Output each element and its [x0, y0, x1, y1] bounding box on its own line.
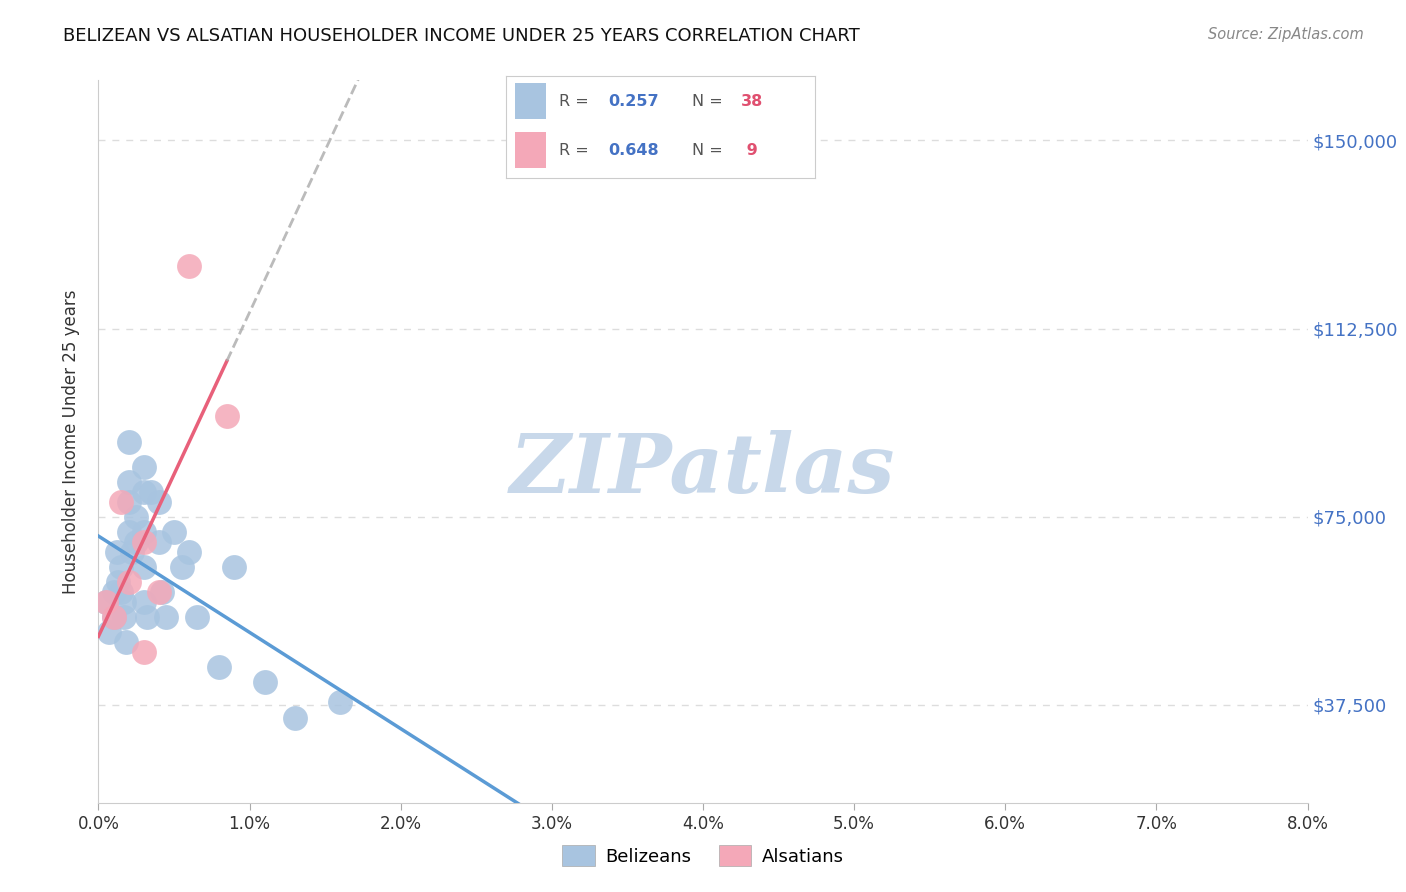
- Point: [94, 595, 117, 609]
- Point: [118, 434, 141, 449]
- Text: BELIZEAN VS ALSATIAN HOUSEHOLDER INCOME UNDER 25 YEARS CORRELATION CHART: BELIZEAN VS ALSATIAN HOUSEHOLDER INCOME …: [63, 27, 860, 45]
- Text: R =: R =: [558, 94, 593, 109]
- Text: Source: ZipAtlas.com: Source: ZipAtlas.com: [1208, 27, 1364, 42]
- Text: ZIPatlas: ZIPatlas: [510, 431, 896, 510]
- Point: [114, 635, 136, 649]
- Text: N =: N =: [692, 144, 728, 158]
- Point: [148, 585, 170, 599]
- FancyBboxPatch shape: [516, 132, 547, 168]
- Point: [148, 494, 170, 508]
- Point: [208, 660, 231, 674]
- Point: [110, 494, 132, 508]
- Point: [132, 645, 155, 659]
- Text: R =: R =: [558, 144, 593, 158]
- Text: 0.257: 0.257: [609, 94, 659, 109]
- Point: [132, 484, 155, 499]
- Point: [179, 545, 201, 559]
- Point: [94, 595, 117, 609]
- Point: [98, 625, 121, 640]
- Point: [118, 475, 141, 489]
- Point: [148, 534, 170, 549]
- Point: [215, 409, 238, 424]
- Point: [284, 710, 307, 724]
- Point: [132, 560, 155, 574]
- Point: [132, 534, 155, 549]
- Point: [179, 259, 201, 273]
- Point: [118, 524, 141, 539]
- Point: [118, 494, 141, 508]
- Point: [125, 534, 148, 549]
- Point: [103, 610, 125, 624]
- Point: [112, 610, 135, 624]
- Point: [141, 484, 163, 499]
- Point: [155, 610, 177, 624]
- Text: 38: 38: [741, 94, 763, 109]
- Point: [253, 675, 276, 690]
- Point: [163, 524, 186, 539]
- Point: [125, 509, 148, 524]
- Point: [150, 585, 173, 599]
- Text: N =: N =: [692, 94, 728, 109]
- Point: [110, 585, 132, 599]
- Point: [170, 560, 193, 574]
- Legend: Belizeans, Alsatians: Belizeans, Alsatians: [555, 838, 851, 873]
- Point: [103, 610, 125, 624]
- Point: [135, 610, 157, 624]
- Point: [132, 524, 155, 539]
- Point: [107, 574, 129, 589]
- Text: 0.648: 0.648: [609, 144, 659, 158]
- Point: [110, 560, 132, 574]
- Point: [118, 574, 141, 589]
- Y-axis label: Householder Income Under 25 years: Householder Income Under 25 years: [62, 289, 80, 594]
- Point: [121, 545, 143, 559]
- Point: [329, 696, 352, 710]
- Point: [112, 595, 135, 609]
- Point: [132, 459, 155, 474]
- Point: [224, 560, 246, 574]
- Text: 9: 9: [741, 144, 758, 158]
- Point: [132, 595, 155, 609]
- Point: [186, 610, 208, 624]
- Point: [103, 585, 125, 599]
- Point: [105, 545, 128, 559]
- FancyBboxPatch shape: [516, 83, 547, 119]
